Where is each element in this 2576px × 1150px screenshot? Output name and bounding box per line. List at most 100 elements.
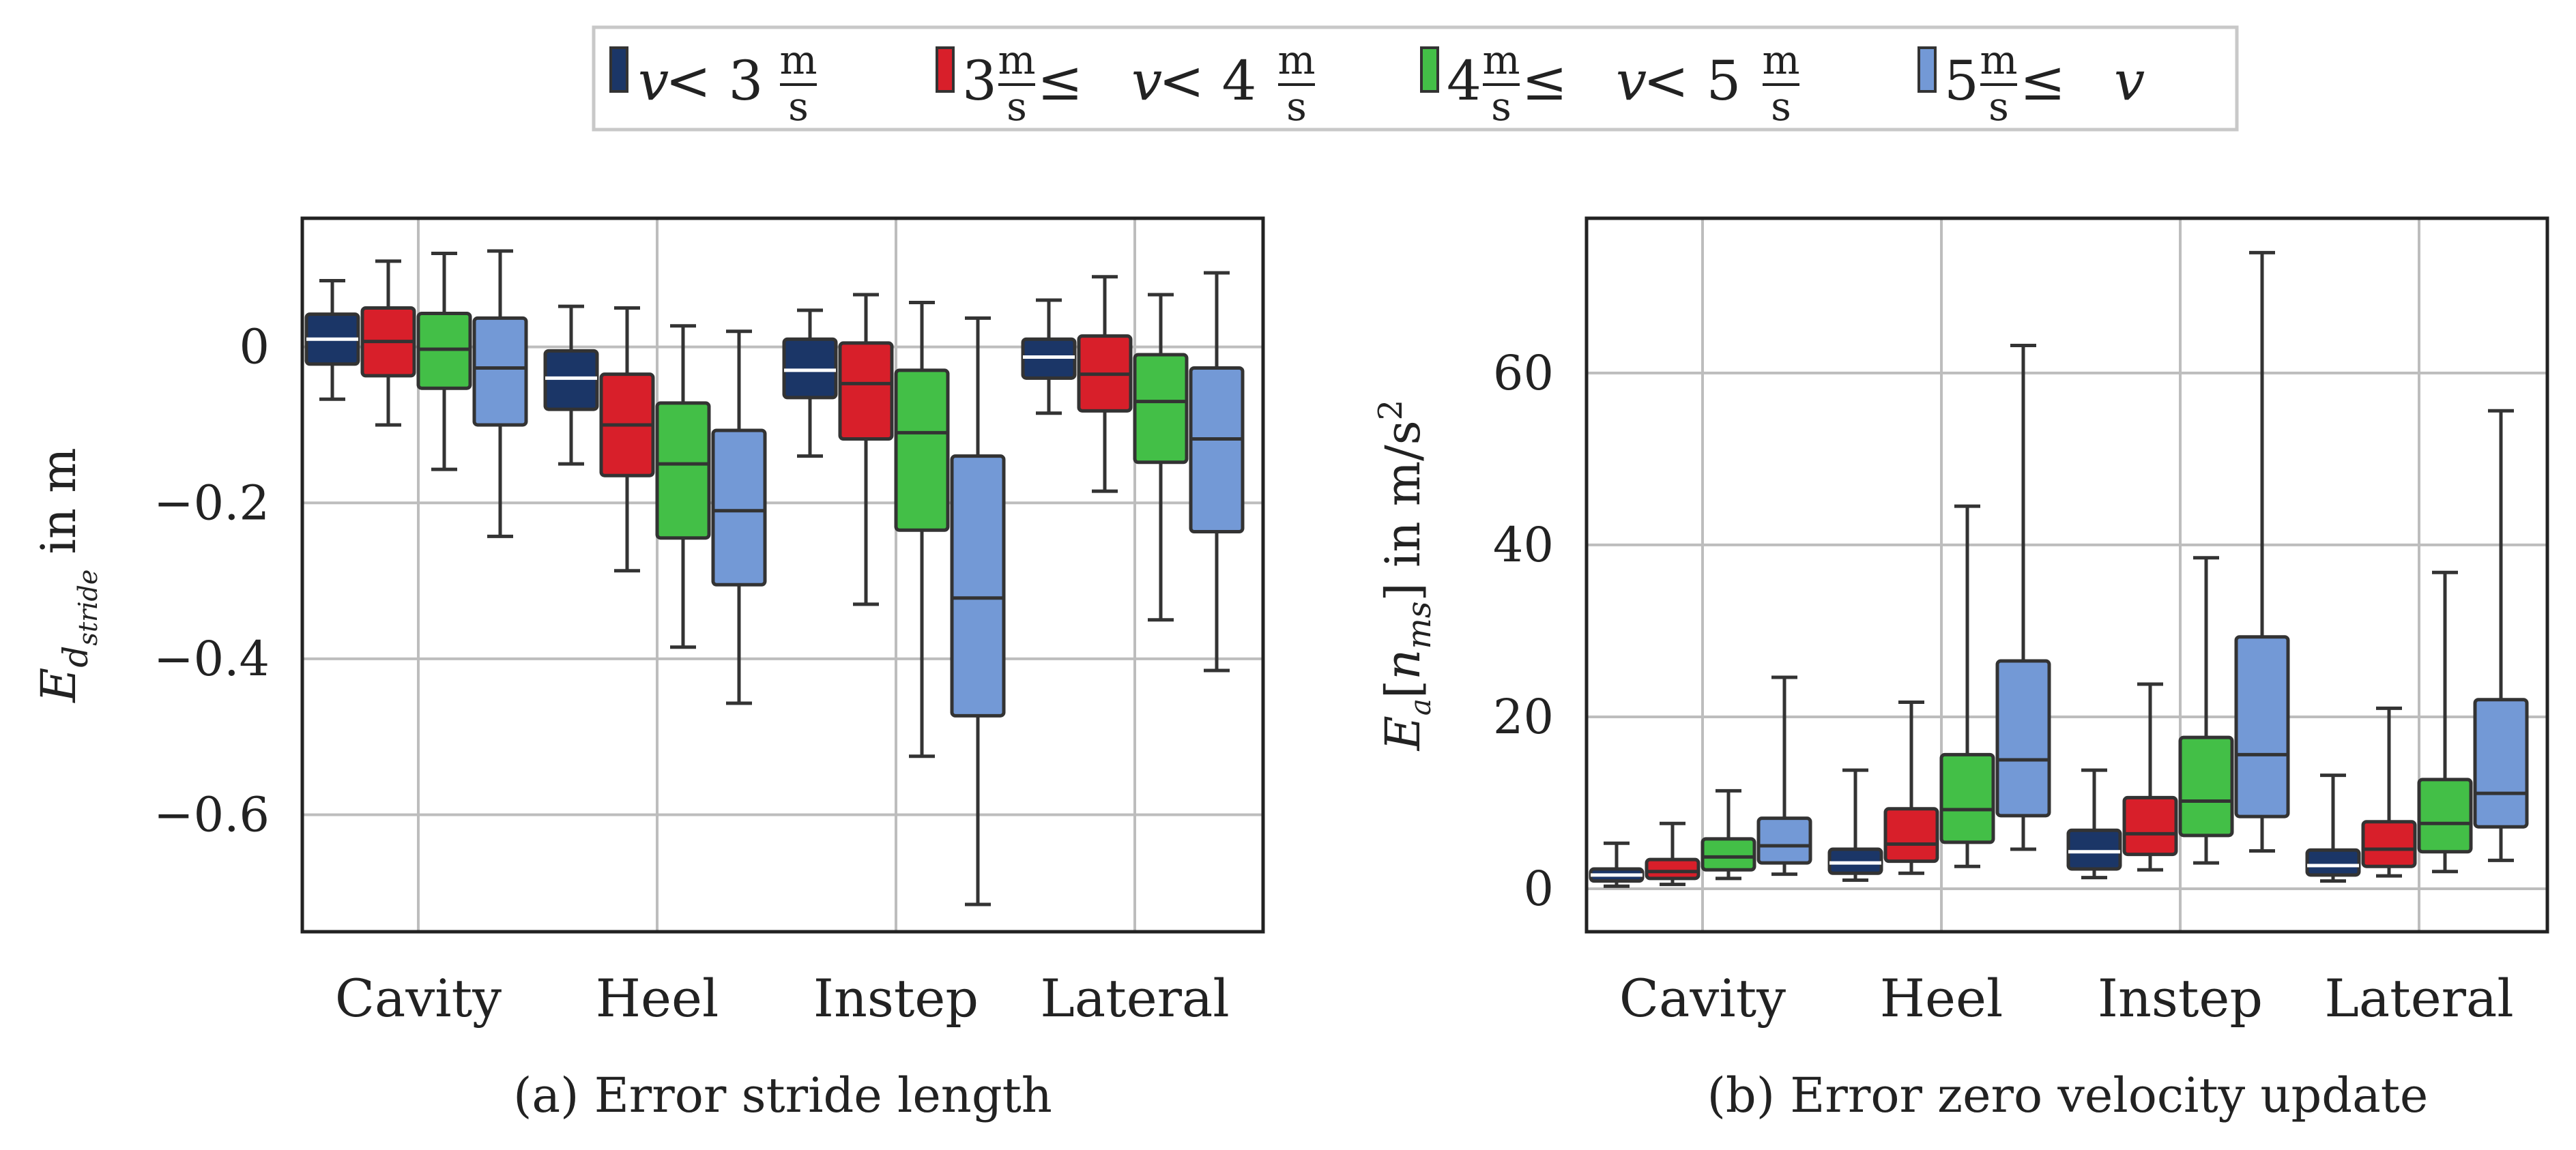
box-iqr: [2305, 848, 2361, 877]
legend-item-3: 4 m s ≤ v < 5 m s: [1420, 37, 1800, 130]
legend-swatch-2: [936, 46, 955, 93]
legend-pre-3: 4: [1447, 49, 1481, 113]
x-category-label: Heel: [596, 968, 719, 1029]
box-iqr: [1827, 847, 1883, 875]
legend-frac1-num-3: m: [1483, 37, 1520, 83]
box-iqr: [543, 349, 599, 411]
box-iqr: [1701, 837, 1756, 872]
y-tick-label: 0: [1523, 861, 1554, 917]
legend-frac-den-1: s: [788, 83, 809, 130]
legend-item-1: v < 3 m s: [609, 37, 817, 130]
box-iqr: [1189, 366, 1245, 534]
legend-item-2: 3 m s ≤ v < 4 m s: [936, 37, 1316, 130]
tick-layer: 0 −0.2 −0.4 −0.6 Cavity Heel Instep Lateral: [154, 319, 1230, 1029]
box-iqr: [711, 428, 767, 587]
legend-frac-num-1: m: [780, 37, 817, 83]
box-iqr: [2178, 735, 2234, 838]
x-category-label: Instep: [813, 968, 979, 1029]
box-plot: [1133, 293, 1189, 622]
legend-frac-den-3: s: [1771, 83, 1791, 130]
legend-frac1-den-4: s: [1988, 83, 2009, 130]
box-plot: [1701, 788, 1756, 881]
box-iqr: [894, 368, 950, 532]
box-iqr: [2417, 778, 2473, 854]
y-tick-label: −0.2: [154, 475, 270, 531]
legend-v-2: v: [1131, 49, 1162, 113]
legend-rel-2: < 4: [1159, 49, 1256, 113]
box-plot: [599, 306, 655, 573]
box-iqr: [1645, 857, 1701, 881]
box-layer: [304, 249, 1245, 906]
box-plot: [1883, 701, 1939, 875]
legend-swatch-3: [1420, 46, 1439, 93]
box-plot: [1021, 298, 1077, 415]
x-category-label: Lateral: [2324, 968, 2513, 1029]
box-plot: [1645, 821, 1701, 887]
legend-swatch-1: [609, 46, 628, 93]
box-plot: [472, 249, 528, 538]
y-tick-label: 40: [1493, 517, 1554, 573]
panel-zero-velocity: 0 20 40 60 Cavity Heel Instep Lateral Ea[nms] i…: [1372, 216, 2549, 1123]
box-plot: [1589, 841, 1645, 888]
y-tick-label: −0.6: [154, 787, 270, 843]
box-plot: [2178, 556, 2234, 865]
box-iqr: [655, 401, 711, 540]
plot-frame: [300, 216, 1265, 934]
legend-rel-1: < 3: [665, 49, 763, 113]
legend-frac1-num-4: m: [1980, 37, 2018, 83]
box-plot: [416, 251, 472, 471]
box-plot: [360, 259, 416, 427]
y-axis-label-stride: Edstride in m: [31, 447, 103, 703]
caption-a: (a) Error stride length: [513, 1067, 1052, 1123]
box-plot: [1939, 504, 1995, 868]
legend: v < 3 m s 3 m s ≤ v < 4 m s 4 m s: [592, 25, 2239, 132]
legend-frac-num-2: m: [1278, 37, 1316, 83]
x-category-label: Cavity: [1619, 968, 1786, 1029]
box-iqr: [472, 316, 528, 427]
legend-mid-rel-3: ≤: [1522, 49, 1567, 113]
box-plot: [1995, 344, 2051, 851]
box-plot: [1077, 275, 1133, 493]
box-plot: [782, 308, 838, 458]
box-plot: [304, 278, 360, 401]
box-plot: [1189, 271, 1245, 673]
legend-frac-den-2: s: [1286, 83, 1307, 130]
tick-layer: 0 20 40 60 Cavity Heel Instep Lateral: [1493, 345, 2514, 1029]
y-tick-label: −0.4: [154, 631, 270, 687]
box-plot: [2066, 768, 2122, 880]
y-tick-label: 60: [1493, 345, 1554, 401]
y-tick-label: 0: [239, 319, 270, 375]
box-plot: [655, 324, 711, 649]
legend-pre-2: 3: [962, 49, 997, 113]
box-iqr: [2122, 795, 2178, 857]
legend-mid-rel-4: ≤: [2020, 49, 2066, 113]
legend-item-4: 5 m s ≤ v: [1917, 37, 2145, 130]
legend-v-4: v: [2114, 49, 2145, 113]
box-plot: [2234, 250, 2290, 853]
legend-frac1-den-3: s: [1491, 83, 1511, 130]
caption-b: (b) Error zero velocity update: [1707, 1067, 2429, 1123]
box-plot: [2417, 570, 2473, 874]
box-plot: [2305, 773, 2361, 883]
box-plot: [2361, 706, 2417, 878]
box-plot: [838, 293, 894, 606]
box-iqr: [2066, 828, 2122, 871]
legend-frame: [592, 25, 2239, 132]
box-iqr: [1756, 816, 1812, 865]
x-category-label: Lateral: [1040, 968, 1229, 1029]
legend-v-1: v: [638, 49, 669, 113]
box-iqr: [1883, 807, 1939, 864]
legend-swatch-4: [1917, 46, 1937, 93]
y-axis-label-zupt: Ea[nms] in m/s2: [1372, 400, 1438, 752]
box-plot: [1827, 768, 1883, 882]
legend-frac-num-3: m: [1763, 37, 1800, 83]
box-plot: [711, 329, 767, 705]
legend-v-3: v: [1616, 49, 1647, 113]
box-plot: [1756, 675, 1812, 876]
x-category-label: Cavity: [335, 968, 502, 1029]
box-iqr: [2361, 820, 2417, 868]
legend-rel-3: < 5: [1643, 49, 1741, 113]
box-plot: [2122, 682, 2178, 872]
x-category-label: Heel: [1880, 968, 2003, 1029]
